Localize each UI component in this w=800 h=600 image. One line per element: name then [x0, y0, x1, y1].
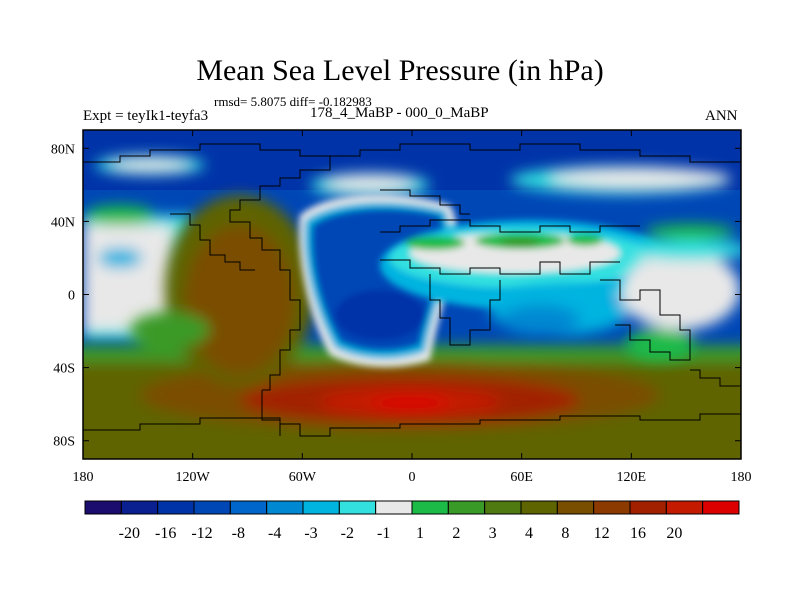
- southern-core: [370, 396, 450, 410]
- y-tick-label: 80S: [53, 435, 75, 450]
- chart-title: Mean Sea Level Pressure (in hPa): [196, 54, 604, 87]
- y-ticks: [83, 147, 741, 442]
- colorbar-label: -16: [155, 525, 176, 542]
- west-pacific-cyan-top: [630, 240, 741, 260]
- x-tick-label: 60W: [289, 470, 317, 485]
- x-tick-label: 180: [731, 470, 752, 485]
- colorbar-label: 2: [452, 525, 460, 542]
- atlantic-deep: [335, 290, 425, 340]
- colorbar-label: 4: [525, 525, 533, 542]
- stats-subtitle: rmsd= 5.8075 diff= -0.182983: [214, 94, 372, 109]
- west-pacific-green-top: [645, 224, 735, 240]
- tethys-green-1: [405, 236, 465, 250]
- east-green: [625, 329, 695, 361]
- colorbar-swatch: [447, 500, 486, 515]
- pacific-green-spot: [85, 205, 155, 225]
- colorbar-label: -4: [268, 525, 281, 542]
- west-pacific-white: [620, 250, 740, 330]
- plot-area: 180 120W 60W 0 60E 120E 180 80N 40N 0 40S 80S: [51, 129, 752, 485]
- east-pacific-green: [130, 312, 210, 348]
- coastline-africa: [429, 274, 501, 346]
- north-pacific-white: [110, 159, 190, 171]
- indian-blue: [500, 305, 580, 335]
- x-tick-label: 60E: [510, 470, 533, 485]
- colorbar-label: -2: [341, 525, 354, 542]
- colorbar: [84, 500, 740, 515]
- colorbar-label: 3: [489, 525, 497, 542]
- colorbar-labels: -20 -16 -12 -8 -4 -3 -2 -1 1 2 3 4 8 12 16 20: [119, 525, 683, 542]
- x-tick-labels: 180 120W 60W 0 60E 120E 180: [73, 470, 752, 485]
- southern-positive: [83, 195, 741, 459]
- eurasia-white: [550, 168, 730, 188]
- colorbar-swatch: [338, 500, 377, 515]
- y-tick-label: 40S: [53, 362, 75, 377]
- coastline-pacific-margin: [170, 213, 255, 271]
- experiment-label: Expt = teyIk1-teyfa3: [83, 108, 209, 124]
- colorbar-swatch: [484, 500, 522, 515]
- northern-mid-lat-light: [95, 155, 730, 197]
- coastline-tethys-north: [380, 219, 640, 233]
- colorbar-label: -12: [191, 525, 212, 542]
- coastline-tethys-south: [380, 259, 620, 275]
- pacific-white-band: [83, 225, 173, 330]
- north-atlantic-white: [325, 175, 415, 191]
- x-tick-label: 0: [409, 470, 416, 485]
- coastline-north-landmass: [330, 143, 741, 163]
- colorbar-label: 16: [630, 525, 646, 542]
- colorbar-label: -8: [232, 525, 245, 542]
- colorbar-swatch: [193, 500, 231, 515]
- coastline-east-asia: [600, 279, 691, 361]
- colorbar-label: 20: [666, 525, 682, 542]
- pacific-blue-spot: [98, 248, 142, 268]
- colorbar-swatch: [266, 500, 304, 515]
- colorbar-swatch: [702, 500, 740, 515]
- colorbar-label: 12: [594, 525, 610, 542]
- coastline-australia: [690, 369, 741, 387]
- x-ticks: [82, 130, 742, 459]
- pressure-field: [83, 130, 741, 459]
- colorbar-label: -20: [119, 525, 140, 542]
- indian-ocean: [490, 224, 741, 361]
- colorbar-label: 8: [561, 525, 569, 542]
- coastline-antarctica: [83, 413, 741, 437]
- east-pacific-brown: [185, 225, 295, 375]
- y-tick-labels: 80N 40N 0 40S 80S: [51, 142, 75, 449]
- colorbar-swatch: [375, 500, 413, 515]
- season-label: ANN: [705, 108, 738, 124]
- colorbar-swatch: [520, 500, 558, 515]
- colorbar-swatch: [120, 500, 159, 515]
- colorbar-label: -1: [377, 525, 390, 542]
- y-tick-label: 40N: [51, 215, 75, 230]
- tethys-olive: [500, 238, 540, 246]
- coastline-south-america-south: [261, 390, 281, 436]
- colorbar-label: -3: [304, 525, 317, 542]
- coastlines: [83, 143, 741, 437]
- colorbar-swatch: [157, 500, 195, 515]
- y-tick-label: 80N: [51, 142, 75, 157]
- coastline-americas: [83, 143, 331, 391]
- axis-ticks: [82, 130, 742, 459]
- colorbar-swatch: [556, 500, 595, 515]
- colorbar-swatch: [629, 500, 667, 515]
- colorbar-label: 1: [416, 525, 424, 542]
- x-tick-label: 120W: [176, 470, 211, 485]
- colorbar-swatch: [593, 500, 631, 515]
- colorbar-swatch: [229, 500, 268, 515]
- colorbar-swatch: [665, 500, 704, 515]
- colorbar-swatch: [411, 500, 449, 515]
- period-label: 178_4_MaBP - 000_0_MaBP: [310, 105, 489, 121]
- tethys-green-3: [567, 234, 603, 246]
- tethys-region: [380, 220, 680, 310]
- colorbar-swatch: [302, 500, 340, 515]
- x-tick-label: 120E: [617, 470, 647, 485]
- coastline-greenland: [380, 189, 470, 215]
- colorbar-swatch: [84, 500, 122, 515]
- y-tick-label: 0: [68, 289, 75, 304]
- x-tick-label: 180: [73, 470, 94, 485]
